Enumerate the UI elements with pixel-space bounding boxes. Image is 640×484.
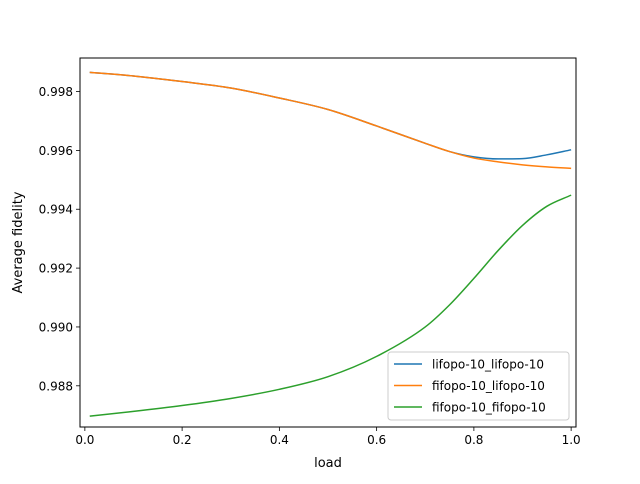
series-layer (89, 71, 572, 417)
x-tick-label: 0.0 (75, 433, 94, 447)
legend: lifopo-10_lifopo-10 fifopo-10_lifopo-10fi… (387, 351, 570, 421)
y-tick-label: 0.998 (39, 85, 73, 99)
x-axis-label: load (314, 456, 342, 471)
x-tick-label: 1.0 (562, 433, 581, 447)
y-tick-label: 0.996 (39, 144, 73, 158)
legend-label-1: lifopo-10_lifopo-10 (432, 358, 544, 372)
y-axis: 0.988 0.990 0.992 0.994 0.996 0.998 (39, 85, 80, 393)
x-axis: 0.0 0.2 0.4 0.6 0.8 1.0 (75, 427, 581, 447)
y-tick-label: 0.988 (39, 379, 73, 393)
legend-label-2: fifopo-10_lifopo-10 (432, 379, 545, 393)
x-tick-label: 0.8 (464, 433, 483, 447)
x-tick-label: 0.4 (270, 433, 289, 447)
y-tick-label: 0.992 (39, 262, 73, 276)
x-tick-label: 0.6 (367, 433, 386, 447)
legend-box (387, 351, 570, 421)
x-tick-label: 0.2 (173, 433, 192, 447)
legend-label-3: fifopo-10_fifopo-10 (432, 401, 546, 415)
series-line-3 (89, 194, 572, 417)
y-tick-label: 0.994 (39, 203, 73, 217)
y-axis-label: Average fidelity (11, 191, 26, 293)
series-line-2 (89, 71, 572, 170)
y-tick-label: 0.990 (39, 320, 73, 334)
plot-frame (79, 57, 577, 428)
